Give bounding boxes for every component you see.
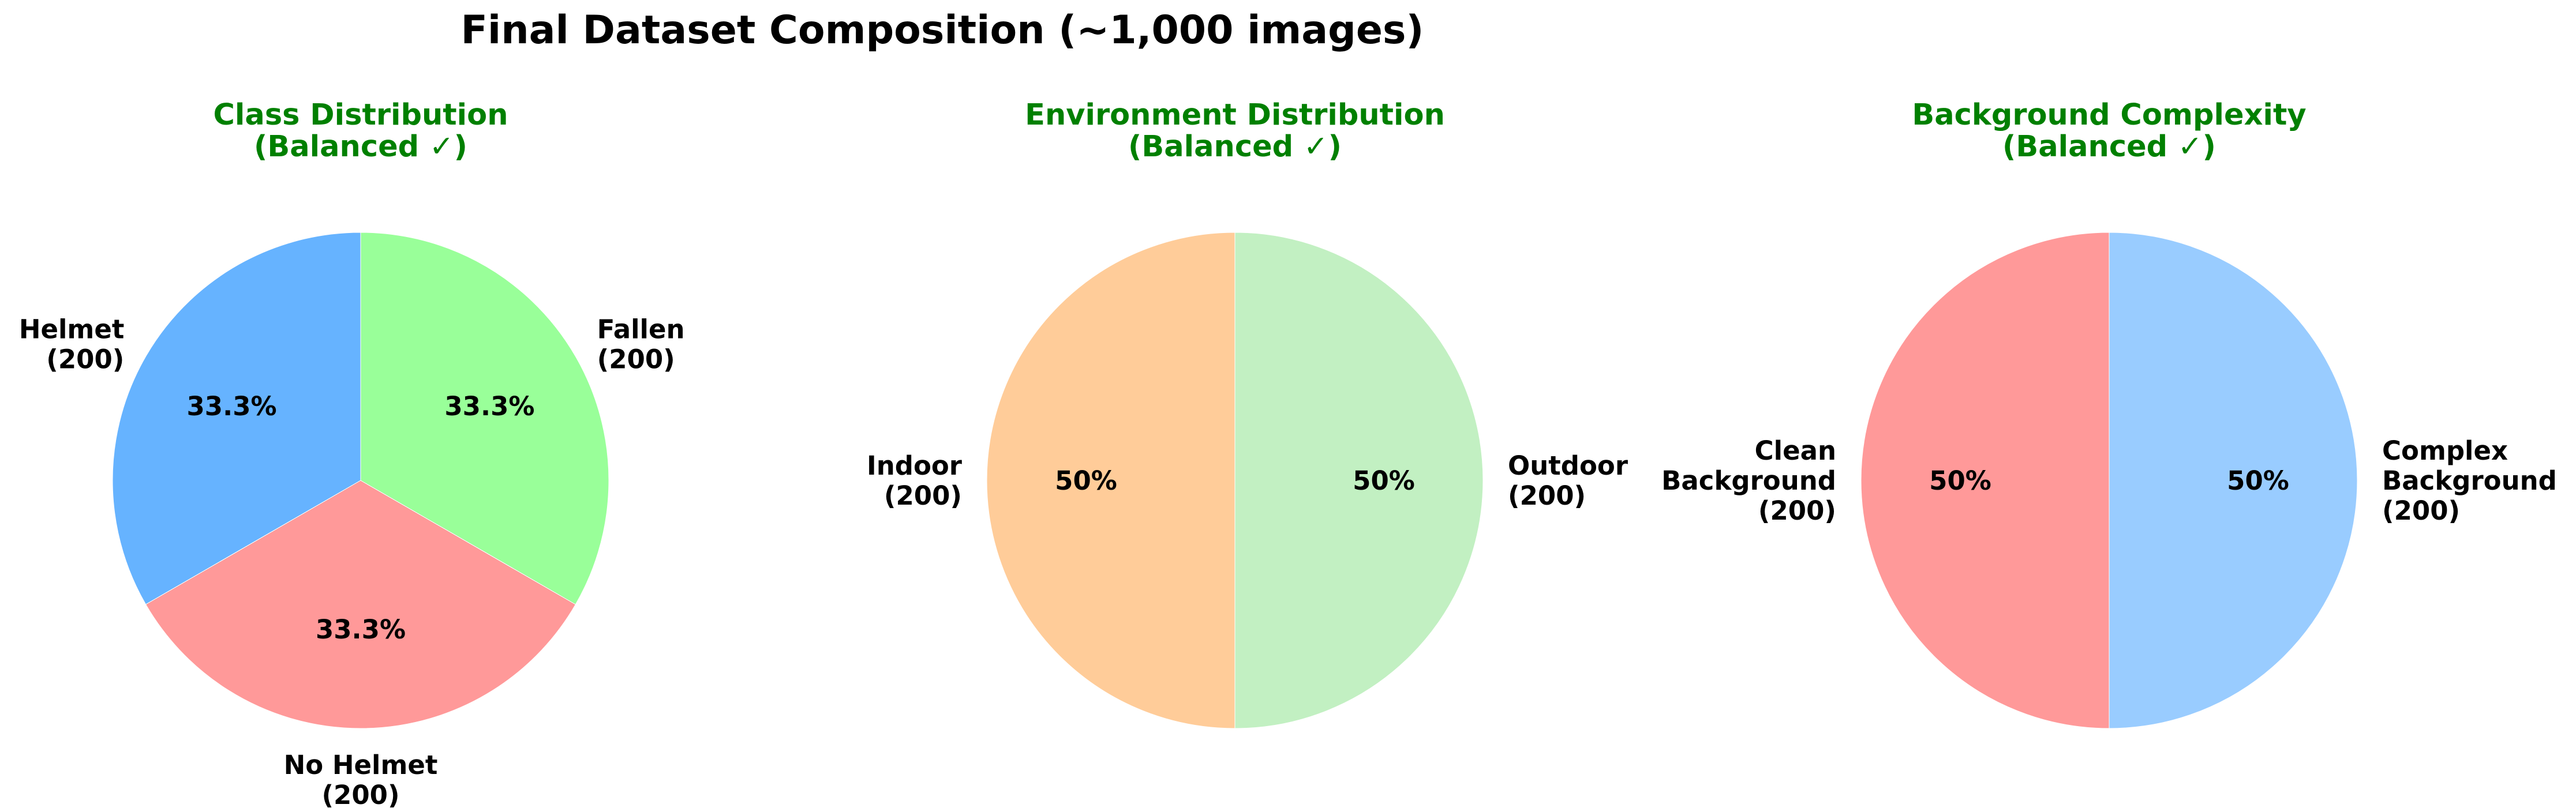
slice-label-no-helmet: No Helmet (200): [284, 750, 438, 808]
percent-label-outdoor: 50%: [1353, 465, 1415, 496]
slice-label-outdoor: Outdoor (200): [1508, 450, 1628, 511]
slice-label-line: Clean: [1755, 435, 1836, 466]
percent-label-complex-background: 50%: [2227, 465, 2289, 496]
slice-label-line: (200): [884, 480, 962, 511]
pie-slice-complex-background: [2109, 232, 2358, 729]
slice-label-line: (200): [1508, 480, 1586, 511]
slice-label-line: No Helmet: [284, 750, 438, 780]
slice-label-line: (200): [321, 780, 399, 808]
percent-label-fallen: 33.3%: [444, 391, 534, 422]
pie-slice-fallen: [360, 232, 609, 605]
slice-label-line: Fallen: [597, 314, 685, 345]
chart-title: Class Distribution: [214, 98, 508, 132]
slice-label-complex-background: Complex Background (200): [2382, 435, 2557, 526]
chart-subtitle: (Balanced ✓): [1128, 130, 1342, 164]
slice-label-line: Helmet: [19, 314, 125, 345]
slice-label-indoor: Indoor (200): [867, 450, 963, 511]
percent-label-helmet: 33.3%: [187, 391, 277, 422]
slice-label-line: Complex: [2382, 435, 2508, 466]
slice-label-line: Outdoor: [1508, 450, 1628, 481]
slice-label-line: (200): [46, 344, 124, 375]
slice-label-line: (200): [597, 344, 675, 375]
pie-slice-outdoor: [1234, 232, 1484, 729]
chart-title: Environment Distribution: [1025, 98, 1445, 132]
slice-label-line: (200): [2382, 495, 2460, 526]
slice-label-line: Background: [2382, 465, 2557, 496]
slice-label-line: Indoor: [867, 450, 963, 481]
percent-label-indoor: 50%: [1055, 465, 1117, 496]
percent-label-no-helmet: 33.3%: [316, 614, 406, 645]
pie-slice-clean-background: [1860, 232, 2110, 729]
pie-slice-no-helmet: [145, 480, 576, 729]
percent-label-clean-background: 50%: [1929, 465, 1991, 496]
pie-slice-indoor: [986, 232, 1235, 729]
chart-subtitle: (Balanced ✓): [2002, 130, 2216, 164]
figure-title: Final Dataset Composition (~1,000 images…: [460, 7, 1424, 53]
slice-label-helmet: Helmet (200): [19, 314, 125, 375]
pie-slice-helmet: [112, 232, 361, 605]
slice-label-fallen: Fallen (200): [597, 314, 685, 375]
slice-label-clean-background: Clean Background (200): [1661, 435, 1836, 526]
slice-label-line: (200): [1758, 495, 1836, 526]
chart-title: Background Complexity: [1912, 98, 2306, 132]
chart-subtitle: (Balanced ✓): [254, 130, 467, 164]
slice-label-line: Background: [1661, 465, 1836, 496]
